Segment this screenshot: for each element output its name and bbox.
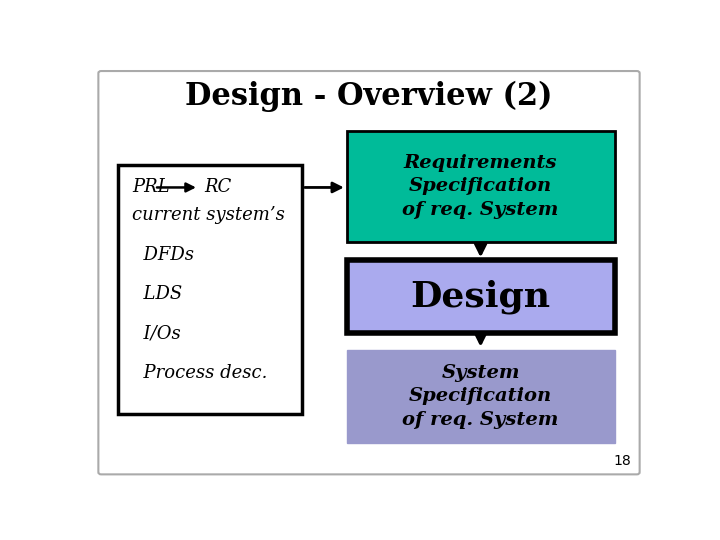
Text: PRL: PRL — [132, 178, 169, 197]
Text: Process desc.: Process desc. — [132, 364, 267, 382]
Bar — [347, 131, 615, 241]
Text: Requirements
Specification
of req. System: Requirements Specification of req. Syste… — [402, 154, 559, 219]
Bar — [118, 165, 302, 414]
Text: Design - Overview (2): Design - Overview (2) — [185, 80, 553, 112]
Text: current system’s: current system’s — [132, 206, 284, 224]
Bar — [347, 349, 615, 443]
Text: Design: Design — [410, 279, 551, 314]
Text: System
Specification
of req. System: System Specification of req. System — [402, 364, 559, 429]
Bar — [347, 260, 615, 333]
Text: RC: RC — [204, 178, 232, 197]
Text: LDS: LDS — [132, 285, 182, 303]
Text: DFDs: DFDs — [132, 246, 194, 264]
FancyBboxPatch shape — [99, 71, 639, 474]
Text: 18: 18 — [613, 454, 631, 468]
Text: I/Os: I/Os — [132, 325, 181, 343]
